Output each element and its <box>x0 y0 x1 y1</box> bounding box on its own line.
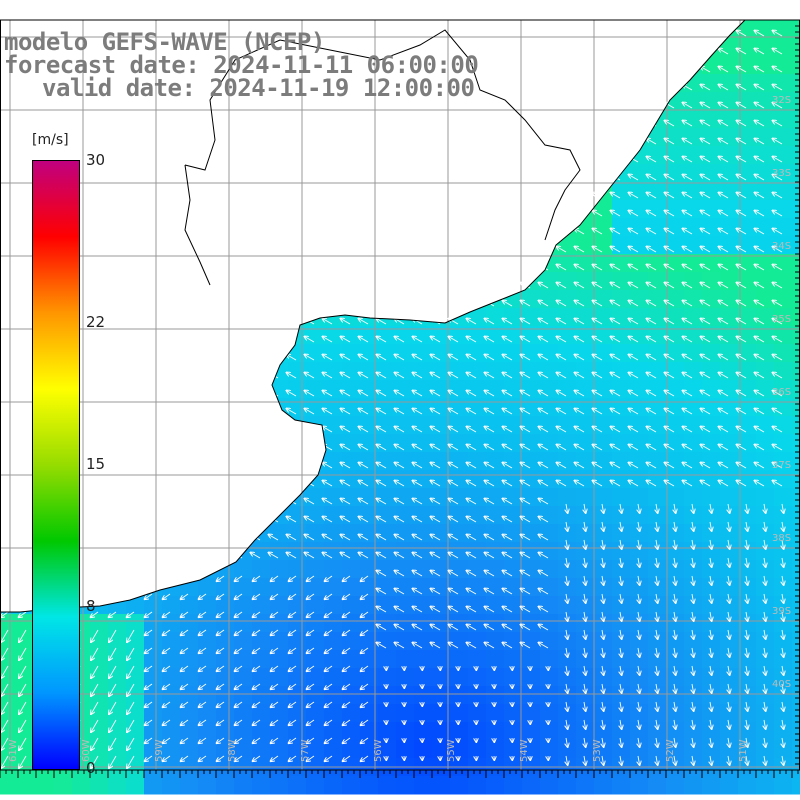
lon-label: 51W <box>738 739 749 762</box>
lat-label: 34S <box>772 241 792 252</box>
lat-label: 32S <box>772 95 792 106</box>
lon-label: 53W <box>592 739 603 762</box>
wind-vectors <box>1 31 784 769</box>
colorbar-tick-label: 0 <box>86 759 96 777</box>
land-area <box>0 0 800 612</box>
lon-label: 58W <box>227 739 238 762</box>
lat-label: 33S <box>772 168 792 179</box>
lat-label: 35S <box>772 314 792 325</box>
lon-label: 59W <box>154 739 165 762</box>
colorbar-tick-label: 22 <box>86 313 106 332</box>
lat-label: 37S <box>772 460 792 471</box>
title-forecast-date: forecast date: 2024-11-11 06:00:00 <box>4 51 479 79</box>
colorbar-tick-label: 30 <box>86 151 106 169</box>
lon-label: 54W <box>519 739 530 762</box>
lat-label: 39S <box>772 606 792 617</box>
lat-label: 40S <box>772 679 792 690</box>
colorbar-tick-label: 8 <box>86 596 96 615</box>
title-model: modelo GEFS-WAVE (NCEP) <box>4 28 325 56</box>
lon-label: 55W <box>446 739 457 762</box>
lat-label: 38S <box>772 533 792 544</box>
colorbar <box>32 160 80 770</box>
coastline <box>0 19 746 613</box>
colorbar-units: [m/s] <box>32 132 69 148</box>
title-valid-date: valid date: 2024-11-19 12:00:00 <box>42 74 475 102</box>
lon-label: 61W <box>8 739 19 762</box>
land-mask <box>0 0 800 612</box>
lon-label: 56W <box>373 739 384 762</box>
lon-label: 60W <box>81 739 92 762</box>
lon-label: 57W <box>300 739 311 762</box>
colorbar-tick-label: 15 <box>86 455 106 473</box>
lat-label: 36S <box>772 387 792 398</box>
lon-label: 52W <box>665 739 676 762</box>
